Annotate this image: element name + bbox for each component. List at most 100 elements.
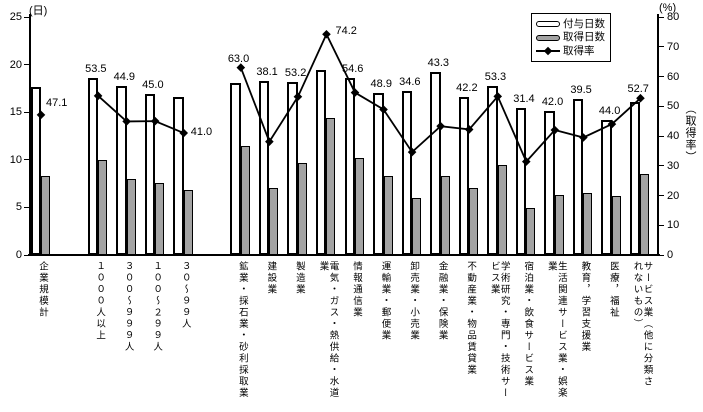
granted-days-bar (401, 91, 413, 255)
taken-days-bar (269, 188, 279, 255)
left-axis-tick-label: 20 (9, 58, 22, 71)
left-axis-tick (24, 64, 30, 66)
left-axis-tick-label: 15 (9, 106, 22, 119)
granted-days-bar (173, 96, 184, 255)
legend-item-taken-days: 取得日数 (536, 32, 606, 43)
legend-item-granted-days: 付与日数 (536, 17, 606, 30)
category-label: １０００人以上 (94, 261, 106, 342)
right-axis-tick-label: 60 (667, 70, 680, 83)
granted-days-bar (430, 72, 441, 255)
right-axis-tick-label: 50 (667, 100, 680, 113)
taken-days-bar (440, 175, 450, 255)
white-bar-swatch-icon (536, 21, 560, 27)
category-label: ３０～９９人 (179, 261, 191, 330)
rate-value-label: 54.6 (342, 62, 364, 75)
legend-label: 付与日数 (563, 17, 605, 30)
diamond-line-swatch-icon (536, 46, 560, 56)
rate-diamond-marker (322, 29, 331, 39)
rate-diamond-marker (122, 117, 131, 126)
right-axis-tick-label: 40 (667, 130, 680, 142)
rate-value-label: 38.1 (256, 65, 278, 78)
right-axis-tick-label: 30 (667, 159, 680, 172)
granted-days-bar (144, 94, 156, 255)
taken-days-bar (583, 193, 593, 255)
legend-label: 取得日数 (563, 31, 605, 43)
left-axis-tick (24, 206, 30, 209)
left-axis-tick (24, 111, 30, 113)
category-label: １００～２９９人 (151, 261, 163, 353)
category-label: 卸売業・小売業 (408, 261, 420, 342)
granted-days-bar (487, 85, 498, 255)
rate-diamond-marker (607, 119, 617, 129)
taken-days-bar (126, 178, 136, 255)
category-label: 学術研究・専門・技術サー ビス業 (488, 261, 510, 399)
taken-days-bar (155, 182, 165, 255)
x-axis-line (28, 254, 660, 256)
rate-value-label: 74.2 (335, 25, 357, 38)
granted-days-bar (30, 87, 41, 255)
right-axis-tick-label: 20 (667, 189, 680, 202)
rate-value-label: 53.3 (484, 70, 507, 83)
legend-item-rate: 取得率 (536, 44, 606, 57)
right-axis-tick (658, 16, 664, 18)
rate-value-label: 43.3 (427, 57, 450, 70)
granted-days-bar (230, 82, 241, 255)
rate-value-label: 39.5 (570, 83, 592, 96)
category-label: 情報通信業 (351, 261, 362, 319)
taken-days-bar (41, 175, 50, 255)
granted-days-bar (87, 77, 99, 255)
category-label: 生活関連サービス業・娯楽 業 (545, 261, 567, 399)
category-label: 鉱業・採石業・砂利採取業 (236, 261, 248, 399)
taken-days-bar (355, 157, 364, 255)
rate-value-label: 53.5 (85, 62, 107, 75)
category-label: 電気・ガス・熱供給・水道 業 (317, 261, 339, 399)
taken-days-bar (640, 174, 650, 255)
taken-days-bar (469, 188, 479, 255)
category-label: ３００～９９９人 (122, 261, 134, 353)
right-axis-title: （取得率） (684, 103, 696, 163)
taken-days-bar (412, 197, 422, 255)
category-label: 建設業 (265, 261, 277, 296)
taken-days-bar (240, 146, 250, 255)
taken-days-bar (383, 175, 393, 255)
rate-value-label: 45.0 (142, 79, 164, 92)
legend: 付与日数 取得日数 取得率 (531, 13, 611, 62)
right-axis-tick-label: 80 (667, 11, 680, 23)
rate-diamond-marker (265, 137, 274, 146)
right-axis-tick (658, 254, 664, 256)
rate-diamond-marker (150, 116, 160, 126)
right-axis-tick (658, 135, 664, 137)
taken-days-bar (98, 159, 108, 255)
left-axis-tick-label: 5 (15, 201, 22, 214)
granted-days-bar (544, 111, 555, 255)
left-axis-tick (24, 16, 30, 18)
legend-label: 取得率 (563, 44, 595, 57)
right-axis-tick-label: 70 (667, 40, 680, 53)
rate-value-label: 63.0 (227, 52, 250, 65)
right-axis-unit-label: (%) (659, 2, 677, 14)
granted-days-bar (373, 93, 384, 255)
category-label: 教育，学習支援業 (579, 261, 591, 353)
left-axis-tick (24, 254, 30, 256)
category-label: 金融業・保険業 (436, 261, 448, 342)
rate-diamond-marker (521, 157, 531, 166)
rate-line (97, 95, 185, 134)
rate-diamond-marker (93, 91, 103, 101)
granted-days-bar (287, 81, 298, 255)
right-axis-line (657, 14, 659, 255)
taken-days-bar (526, 208, 536, 255)
left-axis-tick-label: 0 (15, 249, 22, 261)
rate-diamond-marker (236, 63, 246, 72)
left-axis-line (29, 14, 31, 255)
taken-days-bar (326, 117, 336, 255)
rate-diamond-marker (436, 121, 445, 131)
rate-diamond-marker (579, 133, 588, 142)
right-axis-tick (658, 46, 664, 48)
category-label: 運輸業・郵便業 (379, 261, 391, 342)
taken-days-bar (297, 162, 307, 255)
rate-value-label: 42.2 (456, 81, 478, 94)
rate-value-label: 44.0 (598, 104, 621, 117)
rate-value-label: 48.9 (370, 78, 392, 91)
taken-days-bar (611, 195, 621, 255)
